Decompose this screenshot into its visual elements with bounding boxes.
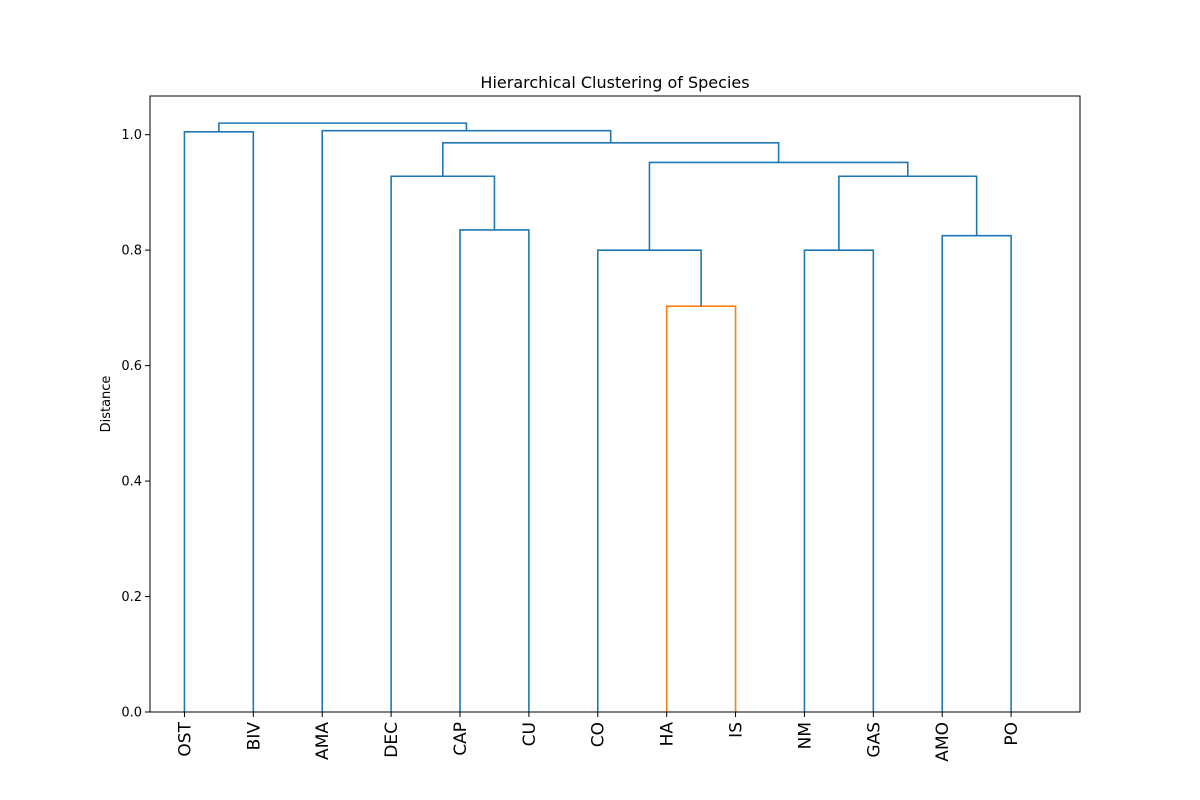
leaf-label: NM (795, 722, 815, 749)
leaf-label: BIV (244, 722, 264, 751)
y-tick-label: 0.2 (121, 590, 142, 605)
y-tick-label: 0.8 (121, 244, 142, 259)
dendrogram-link (941, 234, 1012, 712)
y-axis-label: Distance (99, 376, 114, 433)
chart-title: Hierarchical Clustering of Species (480, 73, 749, 92)
y-tick-label: 0.4 (121, 475, 142, 490)
dendrogram-link (218, 122, 468, 132)
leaf-label: DEC (382, 722, 402, 758)
dendrogram-link (596, 249, 702, 712)
leaf-label: OST (175, 721, 195, 756)
y-tick-label: 0.6 (121, 359, 142, 374)
dendrogram-links (183, 122, 1012, 712)
leaf-label: CU (520, 722, 540, 746)
dendrogram-link (665, 305, 737, 712)
plot-frame (149, 95, 1081, 713)
y-tick-label: 1.0 (121, 128, 142, 143)
dendrogram-link (803, 249, 875, 712)
leaf-label: CAP (451, 722, 471, 756)
leaf-label: AMO (933, 722, 953, 762)
dendrogram-link (183, 130, 255, 712)
y-tick-label: 0.0 (121, 706, 142, 721)
dendrogram-link (459, 229, 530, 712)
dendrogram-link (648, 161, 909, 251)
leaf-label: AMA (313, 722, 333, 760)
dendrogram-link (441, 141, 780, 177)
leaf-label: IS (727, 722, 747, 738)
leaf-label: PO (1002, 722, 1022, 746)
dendrogram-link (838, 175, 978, 251)
leaf-label: HA (658, 722, 678, 747)
y-axis-ticks: 0.0 0.2 0.4 0.6 0.8 1.0 (121, 128, 150, 721)
leaf-label: CO (589, 722, 609, 747)
leaf-label: GAS (864, 722, 884, 758)
dendrogram-link (390, 175, 496, 712)
x-axis-ticks: OST BIV AMA DEC CAP CU CO HA IS NM GAS AMO PO (175, 712, 1022, 762)
dendrogram-link (321, 129, 612, 712)
